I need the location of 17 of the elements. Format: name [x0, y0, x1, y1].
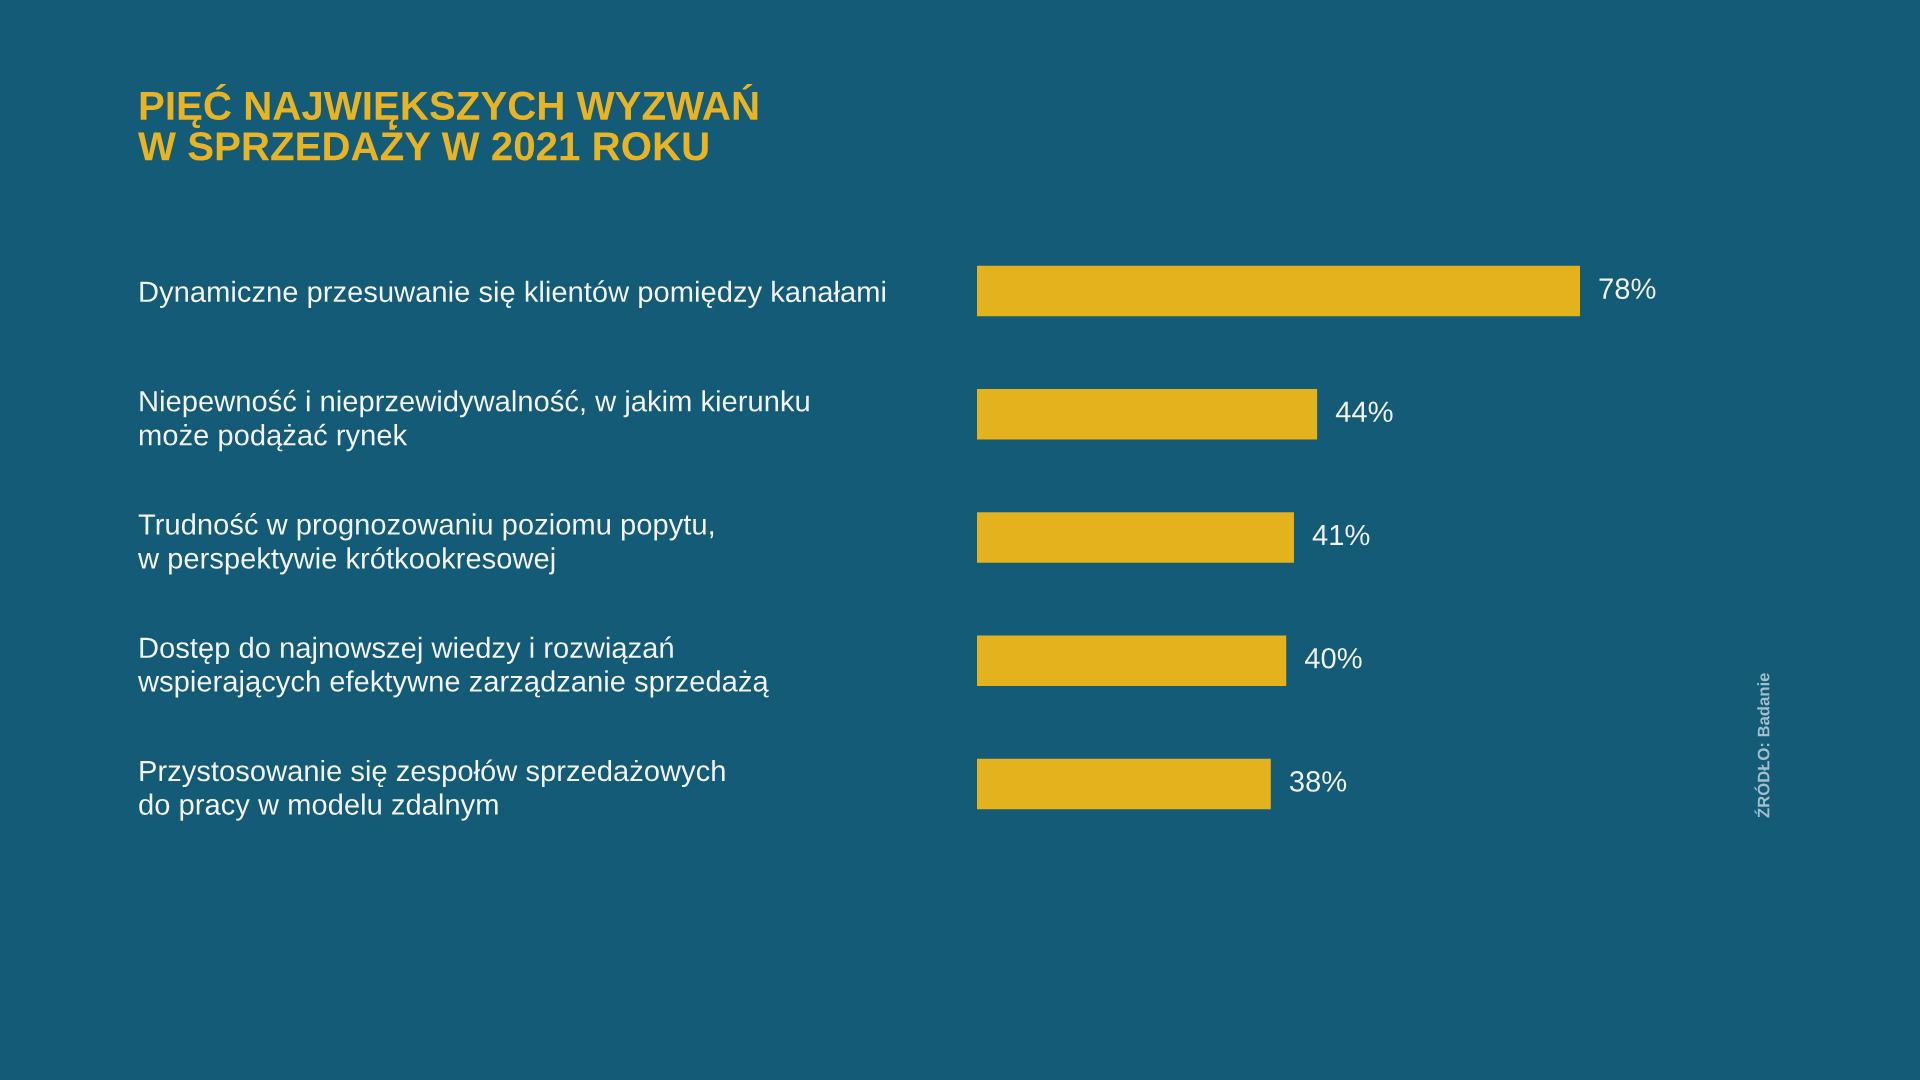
- y-tick-label: Przystosowanie się zespołów sprzedażowych do pracy w modelu zdalnym: [139, 759, 725, 821]
- data-label: 41%: [1312, 524, 1370, 546]
- data-label: 38%: [1289, 771, 1347, 792]
- y-tick-label: Niepewność i nieprzewidywalność, w jakim kierunku może podążać rynek: [139, 389, 809, 452]
- y-tick-label: Trudność w prognozowaniu poziomu popytu, w perspektywie krótkookresowej: [137, 513, 714, 575]
- data-label: 40%: [1304, 647, 1362, 669]
- text: ŹRÓDŁO: Badanie: [1754, 673, 1770, 818]
- y-tick-label: Dynamiczne przesuwanie się klientów pomiędzy kanałami: [140, 280, 885, 308]
- bar: [977, 635, 1287, 686]
- bar: [977, 758, 1271, 810]
- bar: [977, 265, 1580, 317]
- bar: [977, 512, 1294, 563]
- data-label: 44%: [1335, 401, 1393, 423]
- y-tick-label: Dostęp do najnowszej wiedzy i rozwiązań wspierających efektywne zarządzanie sprzedażą: [137, 636, 769, 698]
- bar: [977, 389, 1318, 440]
- data-label: 78%: [1599, 278, 1656, 299]
- text: PIĘĆ NAJWIĘKSZYCH WYZWAŃ W SPRZEDAŻY W 2021 ROKU: [138, 84, 758, 161]
